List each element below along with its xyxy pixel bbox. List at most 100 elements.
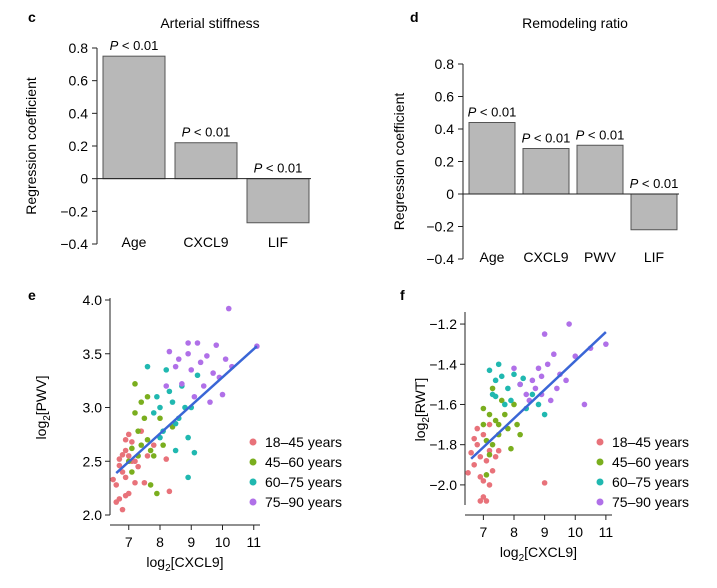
data-point bbox=[138, 442, 145, 448]
data-point bbox=[486, 451, 493, 458]
y-tick-label: 4.0 bbox=[83, 292, 103, 308]
bar bbox=[576, 144, 624, 195]
data-point bbox=[486, 421, 493, 428]
data-point bbox=[547, 397, 554, 404]
data-point bbox=[474, 441, 481, 448]
data-point bbox=[204, 353, 210, 359]
y-tick-label: 0.4 bbox=[435, 121, 455, 137]
data-point bbox=[471, 435, 477, 442]
data-point bbox=[129, 439, 135, 445]
data-point bbox=[185, 434, 191, 441]
data-point bbox=[474, 425, 481, 432]
data-point bbox=[514, 421, 520, 428]
y-tick-label: 2.5 bbox=[83, 453, 103, 469]
data-point bbox=[160, 442, 166, 448]
data-point bbox=[110, 476, 116, 483]
x-axis-label: log2[CXCL9] bbox=[146, 554, 223, 574]
data-point bbox=[188, 367, 195, 373]
data-point bbox=[502, 411, 508, 418]
data-point bbox=[535, 401, 542, 408]
legend-marker bbox=[596, 478, 604, 486]
x-category-label: CXCL9 bbox=[523, 249, 568, 265]
data-point bbox=[511, 401, 517, 408]
data-point bbox=[483, 498, 490, 504]
data-point bbox=[480, 405, 487, 412]
y-tick-label: 0 bbox=[446, 186, 454, 202]
y-tick-label: −2.0 bbox=[429, 477, 457, 493]
x-category-label: LIF bbox=[644, 249, 664, 265]
data-point bbox=[477, 474, 484, 480]
y-tick-label: 0.2 bbox=[69, 138, 89, 154]
data-point bbox=[144, 453, 151, 459]
bar bbox=[246, 178, 310, 224]
data-point bbox=[517, 431, 523, 438]
data-point bbox=[603, 341, 609, 347]
data-point bbox=[185, 474, 191, 481]
y-tick-label: −0.2 bbox=[426, 219, 454, 235]
data-point bbox=[132, 381, 138, 387]
data-point bbox=[122, 474, 129, 481]
legend-label: 45–60 years bbox=[612, 454, 689, 470]
data-point bbox=[480, 494, 487, 500]
data-point bbox=[154, 393, 160, 400]
y-tick-label: −1.8 bbox=[429, 437, 457, 453]
legend-label: 75–90 years bbox=[265, 494, 342, 510]
data-point bbox=[150, 453, 157, 459]
legend-label: 60–75 years bbox=[265, 474, 342, 490]
data-point bbox=[119, 469, 126, 475]
data-point bbox=[166, 488, 173, 495]
data-point bbox=[122, 447, 129, 454]
data-point bbox=[141, 415, 148, 422]
data-point bbox=[511, 365, 517, 372]
data-point bbox=[483, 472, 490, 478]
data-point bbox=[157, 415, 163, 422]
data-point bbox=[191, 449, 198, 456]
y-tick-label: 3.5 bbox=[83, 346, 103, 362]
y-tick-label: 0.6 bbox=[69, 73, 89, 89]
x-category-label: PWV bbox=[584, 249, 617, 265]
data-point bbox=[113, 482, 120, 488]
chart-title: Arterial stiffness bbox=[160, 15, 259, 31]
data-point bbox=[495, 447, 502, 454]
data-point bbox=[135, 428, 141, 434]
data-point bbox=[541, 411, 548, 418]
data-point bbox=[172, 363, 179, 370]
data-point bbox=[166, 348, 173, 355]
y-tick-label: 0.4 bbox=[69, 105, 89, 121]
y-tick-label: −1.6 bbox=[429, 396, 457, 412]
data-point bbox=[477, 498, 484, 504]
data-point bbox=[520, 375, 526, 382]
x-category-label: Age bbox=[480, 249, 505, 265]
data-point bbox=[538, 373, 545, 380]
data-point bbox=[544, 361, 551, 368]
bar-panel-c: c Arterial stiffness −0.4 −0.2 0 0.2 0.4 0.6 0.8… bbox=[23, 9, 311, 252]
data-point bbox=[219, 391, 226, 398]
data-point bbox=[163, 367, 170, 373]
data-point bbox=[185, 350, 191, 357]
data-point bbox=[166, 388, 173, 395]
data-point bbox=[132, 479, 138, 486]
bar bbox=[102, 55, 166, 180]
p-value-label: P < 0.01 bbox=[576, 127, 625, 142]
panel-letter: f bbox=[400, 287, 405, 303]
data-point bbox=[194, 372, 201, 379]
x-axis-label: log2[CXCL9] bbox=[500, 544, 577, 564]
x-tick-label: 8 bbox=[510, 524, 518, 540]
x-tick-label: 11 bbox=[599, 524, 614, 540]
data-point bbox=[508, 397, 514, 404]
x-tick-label: 10 bbox=[567, 524, 583, 540]
data-point bbox=[511, 371, 517, 378]
data-point bbox=[486, 447, 493, 454]
x-tick-label: 9 bbox=[187, 534, 195, 550]
data-point bbox=[480, 421, 487, 428]
y-tick-label: −1.2 bbox=[429, 316, 457, 332]
legend-marker bbox=[596, 498, 604, 506]
data-point bbox=[529, 391, 536, 398]
data-point bbox=[523, 391, 530, 398]
data-point bbox=[486, 367, 493, 374]
x-tick-label: 11 bbox=[246, 534, 261, 550]
data-point bbox=[498, 397, 505, 404]
y-tick-label: −0.4 bbox=[426, 251, 454, 267]
legend-marker bbox=[249, 478, 257, 486]
legend-marker bbox=[596, 438, 604, 446]
